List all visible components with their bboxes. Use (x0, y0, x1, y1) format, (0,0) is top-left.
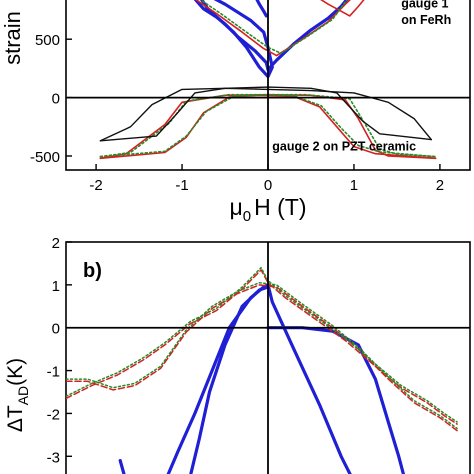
panel-a-series-2-curve-2 (99, 93, 437, 158)
panel-a-y-axis-label: strain (0, 11, 25, 65)
panel-b-series-1-curve-0 (66, 269, 458, 425)
panel-b-series-2-curve-0 (66, 266, 458, 423)
panel-b-y-axis-label: ΔTAD(K) (4, 358, 31, 432)
panel-a-series-1-curve-0 (195, 0, 351, 57)
panel-b-series-0-curve-3 (118, 459, 126, 474)
panel-a-strain-chart: -500 0 500 -2 -1 0 1 2 gauge 1 on FeRh gauge 2 on… (0, 0, 471, 225)
panel-a-series-2-curve-0 (199, 0, 348, 54)
panel-b-series-0-curve-1 (189, 285, 270, 474)
panel-b-series-0-curve-0 (166, 283, 352, 474)
panel-a-y-tick-label: -500 (30, 149, 60, 166)
panel-b-label: b) (83, 260, 102, 282)
panel-b-y-tick-label: -2 (47, 406, 60, 423)
panel-a-x-tick-label: -2 (89, 177, 102, 194)
panel-a-series-0-curve-2 (255, 0, 268, 18)
panel-a-x-tick-label: -1 (175, 177, 188, 194)
panel-a-x-tick-label: 2 (436, 177, 444, 194)
panel-a-annotation-1: on FeRh (401, 13, 451, 27)
panel-a-series-2-curve-1 (99, 93, 437, 158)
panel-a-x-tick-label: 0 (264, 177, 272, 194)
panel-b-series-2-curve-1 (66, 281, 458, 430)
panel-a-x-tick-label: 1 (350, 177, 358, 194)
panel-b-temperature-chart: -3 -2 -1 0 1 2 b) ΔTAD(K) (4, 235, 471, 474)
panel-b-y-tick-label: 2 (52, 235, 60, 252)
panel-b-y-tick-label: 0 (52, 321, 60, 338)
panel-a-y-tick-label: 500 (35, 32, 60, 49)
panel-b-series-0-curve-2 (266, 326, 406, 474)
panel-a-annotation-2: gauge 2 on PZT ceramic (272, 140, 416, 154)
panel-a-x-axis-label: μ0 H (T) (230, 194, 307, 225)
panel-b-y-tick-label: -1 (47, 364, 60, 381)
panel-b-y-tick-label: 1 (52, 278, 60, 295)
panel-a-series-0-curve-1 (199, 0, 274, 79)
panel-a-series-1-curve-1 (320, 0, 365, 17)
panel-a-series-1-curve-2 (99, 94, 437, 160)
panel-a-y-tick-label: 0 (52, 91, 60, 108)
panel-b-y-tick-label: -3 (47, 449, 60, 466)
panel-b-series-1-curve-1 (66, 284, 458, 432)
panel-a-annotation-0: gauge 1 (401, 0, 448, 11)
